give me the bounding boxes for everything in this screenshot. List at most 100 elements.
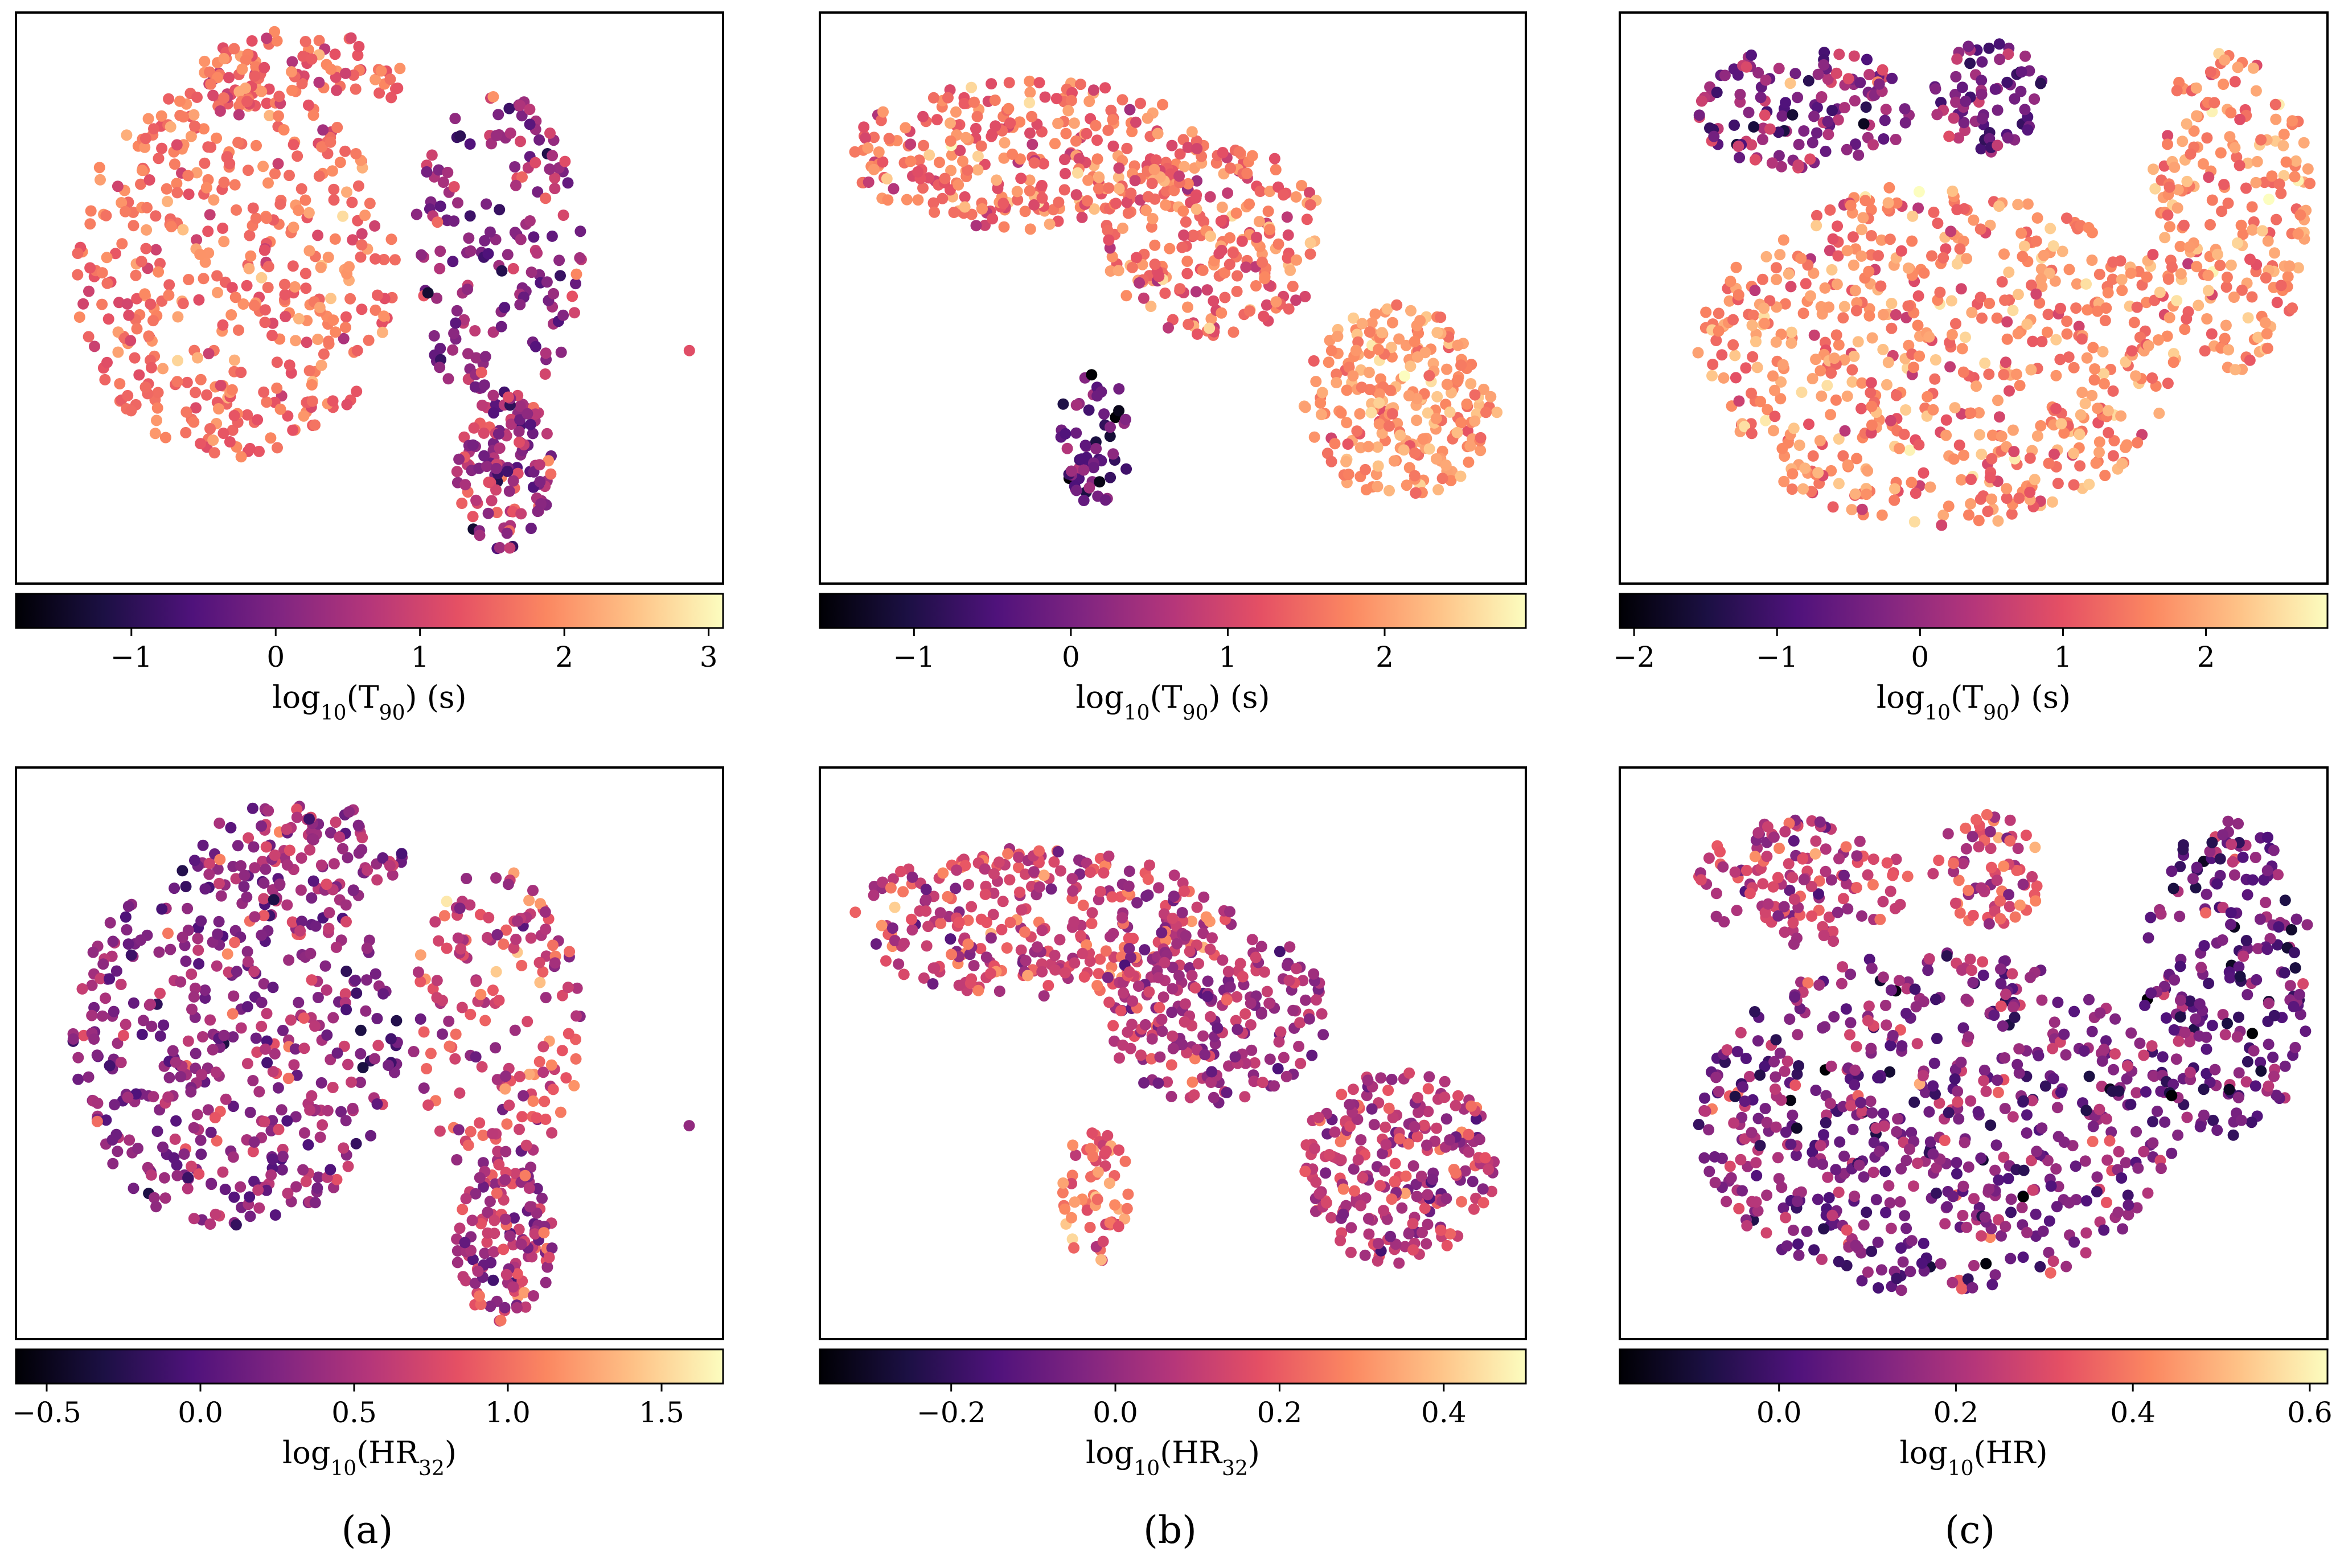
- scatter-point-lower-right: [1355, 1134, 1367, 1146]
- scatter-point-middle-band: [1117, 222, 1128, 234]
- scatter-point-left-lobe: [102, 313, 114, 325]
- scatter-point-lower-right: [513, 1224, 525, 1235]
- scatter-point-bowl: [2038, 249, 2050, 261]
- scatter-point-upper-band: [1083, 96, 1095, 108]
- scatter-point-middle-band: [1159, 288, 1171, 299]
- scatter-point-bowl: [1824, 245, 1836, 257]
- scatter-point-middle-band: [1212, 1022, 1224, 1034]
- scatter-point-top-left-cluster: [1708, 130, 1720, 142]
- scatter-point-upper-band: [934, 907, 946, 919]
- scatter-point-bowl: [2162, 377, 2174, 389]
- scatter-point-small-island: [1075, 453, 1087, 465]
- scatter-point-lower-right: [1376, 427, 1388, 439]
- scatter-point-bowl: [1810, 354, 1822, 366]
- scatter-point-left-lobe: [121, 298, 133, 310]
- scatter-point-upper-band: [1168, 929, 1180, 941]
- scatter-point-upper-arc: [373, 87, 385, 99]
- scatter-point-bowl: [2002, 1173, 2014, 1184]
- scatter-point-left-lobe: [317, 1119, 329, 1131]
- scatter-point-bowl: [1775, 376, 1787, 388]
- scatter-point-upper-arc: [250, 61, 262, 73]
- scatter-point-right-ring: [549, 172, 561, 184]
- scatter-point-right-ring: [470, 1051, 482, 1063]
- scatter-point-lower-right: [491, 507, 503, 519]
- scatter-point-bowl: [1814, 435, 1826, 446]
- scatter-point-left-lobe: [306, 1090, 318, 1102]
- scatter-point-left-lobe: [140, 243, 152, 255]
- scatter-point-lower-right: [1373, 388, 1385, 400]
- scatter-point-lower-right: [1465, 378, 1477, 389]
- scatter-point-upper-band: [1024, 223, 1036, 235]
- scatter-point-bowl: [1967, 1282, 1978, 1294]
- scatter-point-left-lobe: [190, 1048, 202, 1060]
- scatter-point-left-lobe: [244, 1210, 256, 1222]
- colorbar-tick-label: 0.0: [178, 1396, 223, 1429]
- scatter-point-right-ring: [539, 1095, 551, 1107]
- scatter-point-lower-right: [522, 408, 533, 420]
- scatter-point-left-lobe: [191, 234, 203, 246]
- scatter-point-right-arm: [2182, 258, 2194, 270]
- scatter-point-bowl: [1833, 433, 1845, 445]
- scatter-point-right-ring: [477, 1130, 489, 1141]
- scatter-point-lower-right: [494, 541, 506, 553]
- scatter-point-left-lobe: [235, 451, 247, 463]
- scatter-point-upper-band: [860, 132, 871, 144]
- scatter-point-bowl: [1830, 394, 1842, 406]
- scatter-point-upper-band: [1182, 178, 1194, 190]
- scatter-point-bowl: [2018, 1164, 2030, 1176]
- scatter-point-upper-arc: [306, 892, 318, 904]
- scatter-point-top-left-cluster: [1860, 101, 1872, 113]
- scatter-point-left-lobe: [208, 194, 220, 206]
- scatter-point-bowl: [1733, 289, 1744, 301]
- scatter-point-upper-band: [895, 865, 907, 877]
- scatter-point-lower-right: [472, 1265, 484, 1277]
- scatter-point-upper-arc: [238, 881, 250, 892]
- scatter-point-top-left-cluster: [1850, 138, 1861, 150]
- scatter-point-upper-band: [870, 938, 882, 950]
- scatter-point-bowl: [2045, 1267, 2056, 1279]
- scatter-point-middle-band: [1103, 234, 1115, 246]
- scatter-point-bowl: [1844, 1029, 1855, 1041]
- scatter-point-bowl: [1939, 1135, 1951, 1146]
- colorbar-label: log10(HR32): [282, 1435, 457, 1480]
- scatter-point-lower-right: [1343, 469, 1354, 481]
- scatter-point-right-arm: [2277, 139, 2289, 151]
- scatter-point-top-left-cluster: [1693, 109, 1705, 121]
- scatter-point-middle-band: [1236, 235, 1248, 247]
- scatter-point-bowl: [1846, 376, 1858, 388]
- scatter-point-bowl: [2083, 1070, 2095, 1082]
- scatter-point-top-left-cluster: [1804, 153, 1816, 165]
- scatter-point-bowl: [2060, 1049, 2072, 1061]
- scatter-point-bowl: [2058, 1028, 2070, 1040]
- scatter-point-middle-band: [1264, 224, 1276, 236]
- scatter-point-left-lobe: [279, 289, 291, 301]
- scatter-point-small-island: [1097, 1235, 1109, 1247]
- scatter-point-lower-right: [1409, 1121, 1421, 1132]
- scatter-point-left-lobe: [355, 1024, 367, 1036]
- scatter-point-bowl: [1786, 483, 1798, 495]
- scatter-point-left-lobe: [286, 916, 298, 928]
- scatter-point-upper-band: [1007, 148, 1019, 160]
- scatter-point-left-lobe: [299, 194, 311, 206]
- scatter-point-right-arm: [2261, 328, 2273, 340]
- scatter-point-middle-band: [1221, 994, 1233, 1006]
- scatter-point-upper-arc: [207, 89, 219, 101]
- scatter-point-bowl: [1713, 1086, 1725, 1098]
- scatter-point-top-left-cluster: [1863, 69, 1875, 80]
- scatter-point-bowl: [1825, 1060, 1837, 1072]
- scatter-point-bowl: [1955, 1056, 1967, 1068]
- scatter-point-middle-band: [1291, 963, 1302, 975]
- scatter-point-bowl: [1857, 212, 1869, 224]
- scatter-point-upper-band: [1086, 907, 1098, 919]
- scatter-point-right-arm: [2231, 237, 2243, 249]
- scatter-point-middle-band: [1208, 1091, 1220, 1103]
- scatter-point-bowl: [2167, 356, 2179, 368]
- scatter-point-right-ring: [500, 1146, 512, 1157]
- scatter-point-upper-band: [980, 880, 992, 892]
- scatter-point-upper-arc: [375, 65, 387, 77]
- scatter-point-upper-band: [1142, 873, 1154, 885]
- scatter-point-right-ring: [555, 270, 566, 282]
- scatter-point-bowl: [1814, 1140, 1826, 1152]
- scatter-point-right-arm: [2280, 156, 2292, 168]
